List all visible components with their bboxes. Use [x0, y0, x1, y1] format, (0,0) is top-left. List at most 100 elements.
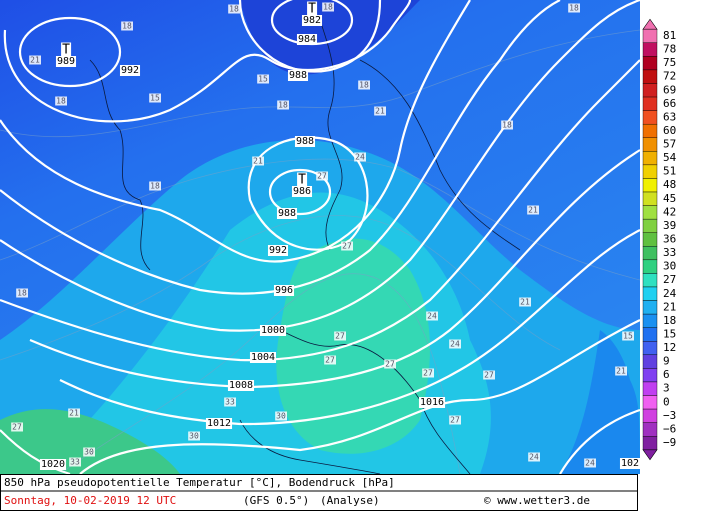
- temperature-label-box: [16, 288, 28, 298]
- colorbar-label: −3: [663, 409, 676, 422]
- colorbar-swatch: [642, 110, 658, 125]
- temperature-label: 18: [323, 3, 333, 12]
- low-symbol: T: [62, 43, 70, 58]
- isobar-label-box: [294, 136, 316, 147]
- isobar-label-box: [205, 418, 233, 429]
- temperature-label-box: [257, 74, 269, 84]
- colorbar-label: 66: [663, 97, 676, 110]
- temperature-label-box: [69, 457, 81, 467]
- colorbar-label: −9: [663, 436, 676, 449]
- low-symbol-box: [297, 172, 308, 188]
- colorbar-swatch: [642, 205, 658, 220]
- colorbar-label: 21: [663, 300, 676, 313]
- temperature-label-box: [55, 96, 67, 106]
- isobar-label-box: [267, 245, 289, 256]
- colorbar-label: −6: [663, 422, 676, 435]
- temperature-label: 21: [69, 409, 79, 418]
- temperature-label: 18: [150, 182, 160, 191]
- temperature-label-box: [483, 370, 495, 380]
- colorbar-swatch: [642, 354, 658, 369]
- isobar-label-box: [259, 325, 287, 336]
- colorbar-label: 81: [663, 29, 676, 42]
- temperature-label: 27: [342, 242, 352, 251]
- isobar-label-box: [249, 352, 277, 363]
- colorbar-label: 33: [663, 246, 676, 259]
- temperature-label-box: [584, 458, 596, 468]
- isobar-label-box: [287, 70, 309, 81]
- temperature-label-box: [622, 331, 634, 341]
- temperature-label: 21: [30, 56, 40, 65]
- footer-run: (Analyse): [320, 494, 380, 507]
- temperature-label: 18: [359, 81, 369, 90]
- temperature-label-box: [374, 106, 386, 116]
- colorbar-swatch: [642, 408, 658, 423]
- colorbar-swatch: [642, 218, 658, 233]
- temperature-label-box: [341, 241, 353, 251]
- temperature-label: 21: [520, 298, 530, 307]
- temperature-label: 21: [253, 157, 263, 166]
- temperature-label: 21: [616, 367, 626, 376]
- low-symbol: T: [308, 2, 316, 17]
- temperature-label-box: [224, 397, 236, 407]
- temperature-label: 24: [355, 153, 365, 162]
- isobars: [0, 0, 640, 474]
- low-pressure: 986: [293, 186, 311, 197]
- colorbar-swatch: [642, 436, 658, 450]
- colorbar-arrow-bottom: [642, 449, 658, 461]
- temperature-label-box: [501, 120, 513, 130]
- temperature-label: 24: [529, 453, 539, 462]
- temperature-label: 18: [502, 121, 512, 130]
- temperature-label-box: [324, 355, 336, 365]
- colorbar-swatch: [642, 300, 658, 315]
- isobar-label: 102: [621, 458, 639, 469]
- footer-model: (GFS 0.5°): [243, 494, 309, 507]
- temperature-label: 15: [258, 75, 268, 84]
- colorbar-swatch: [642, 56, 658, 71]
- colorbar-label: 51: [663, 165, 676, 178]
- isobar-label-box: [276, 208, 298, 219]
- temperature-label-box: [527, 205, 539, 215]
- temperature-label-box: [449, 339, 461, 349]
- temperature-label-box: [334, 331, 346, 341]
- temperature-label-box: [322, 2, 334, 12]
- temperature-label: 24: [450, 340, 460, 349]
- colorbar-label: 30: [663, 260, 676, 273]
- footer-title: 850 hPa pseudopotentielle Temperatur [°C…: [4, 476, 395, 489]
- colorbar-swatch: [642, 381, 658, 396]
- colorbar-swatch: [642, 29, 658, 43]
- temperature-label: 30: [276, 412, 286, 421]
- colorbar-arrow-top: [642, 18, 658, 30]
- isobar-label-box: [273, 285, 295, 296]
- temperature-label: 30: [84, 448, 94, 457]
- colorbar-swatch: [642, 259, 658, 274]
- colorbar-swatch: [642, 164, 658, 179]
- colorbar-label: 75: [663, 56, 676, 69]
- colorbar-label: 27: [663, 273, 676, 286]
- isobar-label: 1008: [229, 380, 253, 391]
- temperature-label: 27: [325, 356, 335, 365]
- colorbar-label: 48: [663, 178, 676, 191]
- isobar-label: 988: [296, 136, 314, 147]
- colorbar-swatch: [642, 178, 658, 193]
- temperature-label: 24: [585, 459, 595, 468]
- isobar-label-box: [296, 34, 318, 45]
- temperature-label: 27: [450, 416, 460, 425]
- low-pressure-box: [55, 56, 77, 67]
- isobar-label-box: [227, 380, 255, 391]
- colorbar-swatch: [642, 96, 658, 111]
- isobar-label-box: [418, 397, 446, 408]
- temperature-label: 27: [385, 360, 395, 369]
- colorbar-swatch: [642, 151, 658, 166]
- warm-sw-area: [0, 409, 180, 474]
- temperature-label: 15: [150, 94, 160, 103]
- colorbar-swatch: [642, 137, 658, 152]
- temperature-label: 18: [569, 4, 579, 13]
- temperature-label: 27: [423, 369, 433, 378]
- temperature-label-box: [384, 359, 396, 369]
- colorbar-swatch: [642, 313, 658, 328]
- colorbar-swatch: [642, 246, 658, 261]
- temperature-label-box: [615, 366, 627, 376]
- temperature-label-box: [426, 311, 438, 321]
- map-labels: 18 18 18 18 21 18 15 15 18 18 21 18 18 21 24 27 21 27 18 21…: [11, 1, 641, 470]
